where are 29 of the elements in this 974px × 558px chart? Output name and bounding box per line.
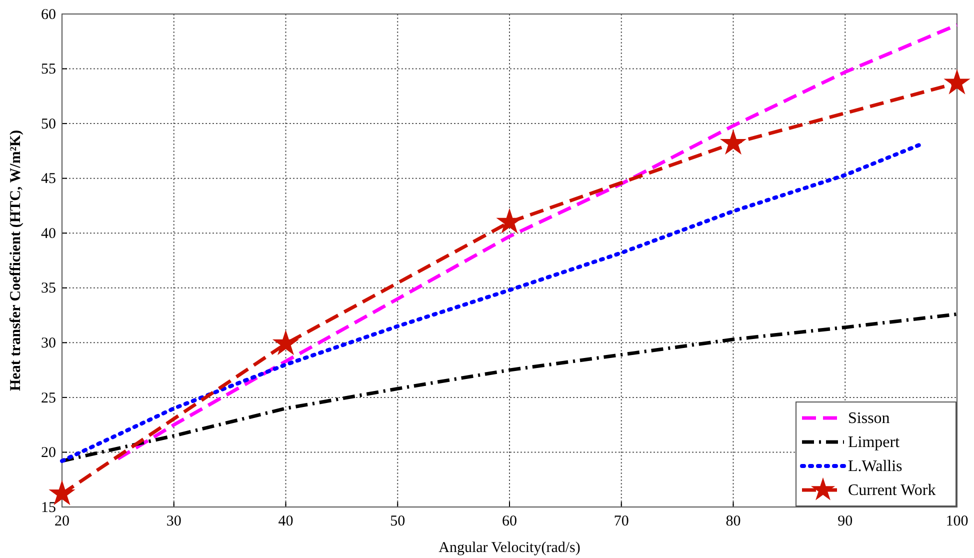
point xyxy=(272,330,300,356)
y-tick-label: 50 xyxy=(41,116,56,132)
y-tick-label: 15 xyxy=(41,500,56,516)
x-tick-label: 60 xyxy=(502,514,517,530)
y-tick-label: 20 xyxy=(41,445,56,462)
y-tick-label: 25 xyxy=(41,390,56,406)
x-tick-label: 30 xyxy=(166,514,182,530)
x-tick-label: 90 xyxy=(838,514,853,530)
x-tick-label: 70 xyxy=(614,514,629,530)
y-tick-label: 35 xyxy=(41,280,56,297)
legend-label: Current Work xyxy=(848,482,936,499)
y-axis-title: Heat transfer Coefficient (HTC, W/m²K) xyxy=(8,130,24,391)
x-tick-label: 80 xyxy=(726,514,741,530)
legend-label: Limpert xyxy=(848,434,900,451)
y-tick-label: 45 xyxy=(41,171,56,188)
y-tick-label: 55 xyxy=(41,62,56,78)
y-tick-label: 60 xyxy=(41,6,56,23)
y-tick-label: 40 xyxy=(41,226,56,242)
x-tick-label: 50 xyxy=(390,514,406,530)
legend-label: L.Wallis xyxy=(848,458,902,475)
x-axis-title: Angular Velocity(rad/s) xyxy=(438,540,580,556)
point xyxy=(720,129,747,155)
x-tick-label: 40 xyxy=(278,514,294,530)
x-tick-label: 20 xyxy=(54,514,70,530)
line-series xyxy=(116,23,959,461)
legend-label: Sisson xyxy=(848,410,890,427)
point xyxy=(944,69,970,94)
x-tick-label: 100 xyxy=(946,514,968,530)
y-tick-label: 30 xyxy=(41,335,56,352)
